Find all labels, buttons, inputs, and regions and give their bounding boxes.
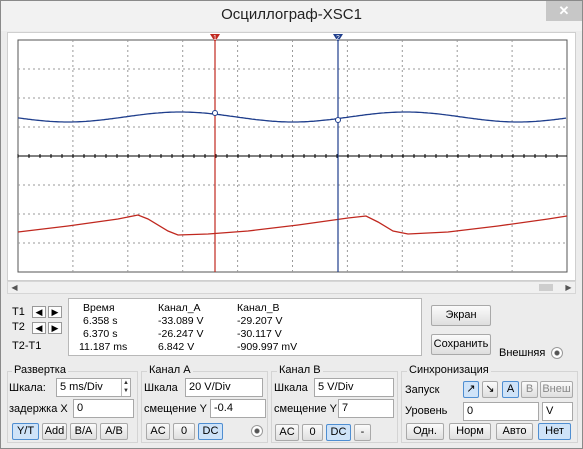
channel-a-group [141, 371, 268, 443]
ba-button[interactable]: B/A [70, 423, 97, 440]
cursor-1-point-b [212, 110, 218, 116]
trigger-normal-button[interactable]: Норм [449, 423, 491, 440]
scope-screen: 1 2 [17, 34, 568, 273]
channel-a-scale-label: Шкала [144, 382, 178, 394]
t2-right-arrow-icon[interactable]: ▶ [48, 322, 62, 334]
header-channel-b: Канал_B [237, 302, 280, 314]
t2-channel-b: -30.117 V [237, 328, 282, 340]
yt-button[interactable]: Y/T [12, 423, 39, 440]
timebase-title: Развертка [12, 364, 68, 376]
center-ticks [17, 154, 558, 158]
timebase-scale-field[interactable]: 5 ms/Div ▲ ▼ [56, 378, 131, 397]
screen-button[interactable]: Экран [431, 305, 491, 326]
channel-a-scale-field[interactable]: 20 V/Div [185, 378, 263, 397]
channel-b-zero-button[interactable]: 0 [302, 424, 323, 441]
trigger-source-a-button[interactable]: A [502, 381, 519, 398]
window-title: Осциллограф-XSC1 [221, 6, 362, 23]
trigger-none-button[interactable]: Нет [538, 423, 571, 440]
ab-button[interactable]: A/B [100, 423, 128, 440]
channel-b-dc-button[interactable]: DC [326, 424, 351, 441]
dt-channel-b: -909.997 mV [237, 341, 298, 353]
dt-channel-a: 6.842 V [158, 341, 195, 353]
channel-a-zero-button[interactable]: 0 [173, 423, 195, 440]
dt-label: T2-T1 [12, 340, 42, 352]
save-button[interactable]: Сохранить [431, 334, 491, 355]
rising-edge-icon[interactable]: ↗ [463, 381, 479, 398]
t2-label: T2 [12, 321, 25, 333]
trigger-source-b-button[interactable]: B [521, 381, 538, 398]
channel-a-offset-label: смещение Y [144, 403, 207, 415]
channel-a-title: Канал A [147, 364, 193, 376]
timebase-spin-icon[interactable]: ▲ ▼ [121, 379, 130, 396]
t1-time: 6.358 s [83, 315, 118, 327]
timebase-scale-value: 5 ms/Div [60, 381, 103, 393]
header-channel-a: Канал_A [158, 302, 201, 314]
cursor-1-handle[interactable] [210, 34, 220, 42]
channel-a-offset-field[interactable]: -0.4 [210, 399, 266, 418]
external-label: Внешняя [499, 347, 546, 359]
timebase-group [7, 371, 138, 443]
channel-b-offset-label: смещение Y [274, 403, 337, 415]
trigger-level-field[interactable]: 0 [463, 402, 539, 421]
scroll-thumb[interactable] [539, 284, 553, 291]
title-bar[interactable]: Осциллограф-XSC1 ✕ [1, 1, 582, 31]
t2-time: 6.370 s [83, 328, 118, 340]
cursor-2-point-b [335, 117, 341, 123]
t1-left-arrow-icon[interactable]: ◀ [32, 306, 46, 318]
measurement-table: Время Канал_A Канал_B 6.358 s -33.089 V … [68, 298, 422, 356]
t1-channel-b: -29.207 V [237, 315, 283, 327]
scope-display: 1 2 [7, 32, 576, 281]
cursor-2-marker: 2 [336, 35, 340, 42]
trigger-edge-label: Запуск [405, 384, 440, 396]
channel-a-radio[interactable] [251, 425, 263, 437]
trigger-level-unit[interactable]: V [542, 402, 573, 421]
t1-right-arrow-icon[interactable]: ▶ [48, 306, 62, 318]
t1-channel-a: -33.089 V [158, 315, 204, 327]
cursor-1-marker: 1 [213, 35, 217, 42]
delay-field[interactable]: 0 [73, 399, 134, 418]
t1-label: T1 [12, 306, 25, 318]
channel-a-trace [17, 214, 568, 236]
channel-a-ac-button[interactable]: AC [146, 423, 170, 440]
delay-label: задержка X [9, 403, 68, 415]
channel-b-ac-button[interactable]: AC [275, 424, 299, 441]
cursor-readout: T1 ◀ ▶ T2 ◀ ▶ T2-T1 Время Канал_A Канал_… [7, 298, 422, 356]
channel-b-invert-button[interactable]: - [354, 424, 371, 441]
channel-b-offset-field[interactable]: 7 [338, 399, 394, 418]
channel-b-scale-label: Шкала [274, 382, 308, 394]
t2-channel-a: -26.247 V [158, 328, 204, 340]
channel-b-title: Канал B [277, 364, 323, 376]
falling-edge-icon[interactable]: ↘ [482, 381, 498, 398]
trigger-single-button[interactable]: Одн. [406, 423, 444, 440]
trigger-auto-button[interactable]: Авто [496, 423, 533, 440]
header-time: Время [83, 302, 115, 314]
channel-b-scale-field[interactable]: 5 V/Div [314, 378, 394, 397]
close-button[interactable]: ✕ [546, 1, 582, 21]
trigger-source-ext-button[interactable]: Внеш [540, 381, 573, 398]
channel-a-dc-button[interactable]: DC [198, 423, 223, 440]
scroll-left-icon[interactable]: ◀ [11, 283, 18, 292]
external-radio[interactable] [551, 347, 563, 359]
scroll-right-icon[interactable]: ▶ [565, 283, 572, 292]
add-button[interactable]: Add [42, 423, 67, 440]
trigger-level-label: Уровень [405, 405, 448, 417]
channel-b-group [271, 371, 398, 443]
timebase-scale-label: Шкала: [9, 382, 46, 394]
horizontal-scrollbar[interactable]: ◀ ▶ [7, 281, 576, 294]
dt-time: 11.187 ms [79, 341, 128, 353]
t2-left-arrow-icon[interactable]: ◀ [32, 322, 46, 334]
channel-b-trace [17, 111, 567, 123]
trigger-title: Синхронизация [407, 364, 491, 376]
cursor-2-handle[interactable] [333, 34, 343, 42]
